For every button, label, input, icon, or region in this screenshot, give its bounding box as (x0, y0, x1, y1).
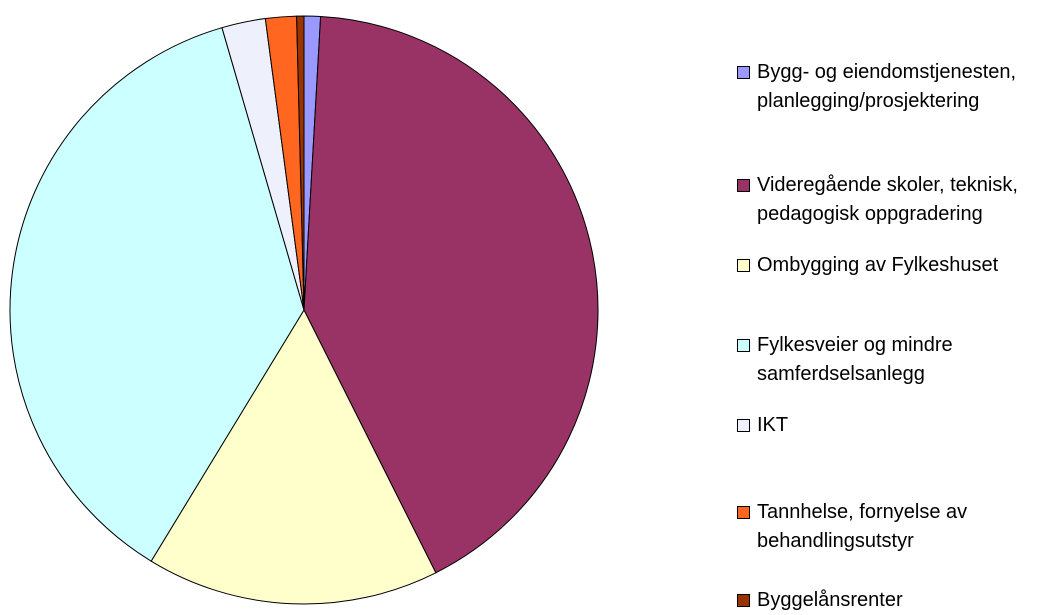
pie-slice (150, 308, 437, 605)
legend-label: Tannhelse, fornyelse av behandlingsutsty… (757, 501, 968, 552)
pie-slice (296, 15, 305, 311)
pie-slice (9, 27, 305, 562)
legend-swatch (737, 339, 750, 352)
legend-swatch (737, 66, 750, 79)
legend-swatch (737, 259, 750, 272)
pie-slice (303, 15, 599, 574)
legend-label: Ombygging av Fylkeshuset (757, 254, 999, 276)
chart (9, 15, 599, 605)
legend-swatch (737, 594, 750, 607)
legend-label: Byggelånsrenter (757, 589, 903, 611)
legend-swatch (737, 419, 750, 432)
legend-swatch (737, 506, 750, 519)
legend-label: IKT (757, 414, 789, 436)
legend-label: Videregående skoler, teknisk, pedagogisk… (757, 174, 1018, 225)
legend-swatch (737, 179, 750, 192)
legend-label: Fylkesveier og mindre samferdselsanlegg (757, 334, 953, 385)
legend-label: Bygg- og eiendomstjenesten, planlegging/… (757, 61, 1017, 112)
